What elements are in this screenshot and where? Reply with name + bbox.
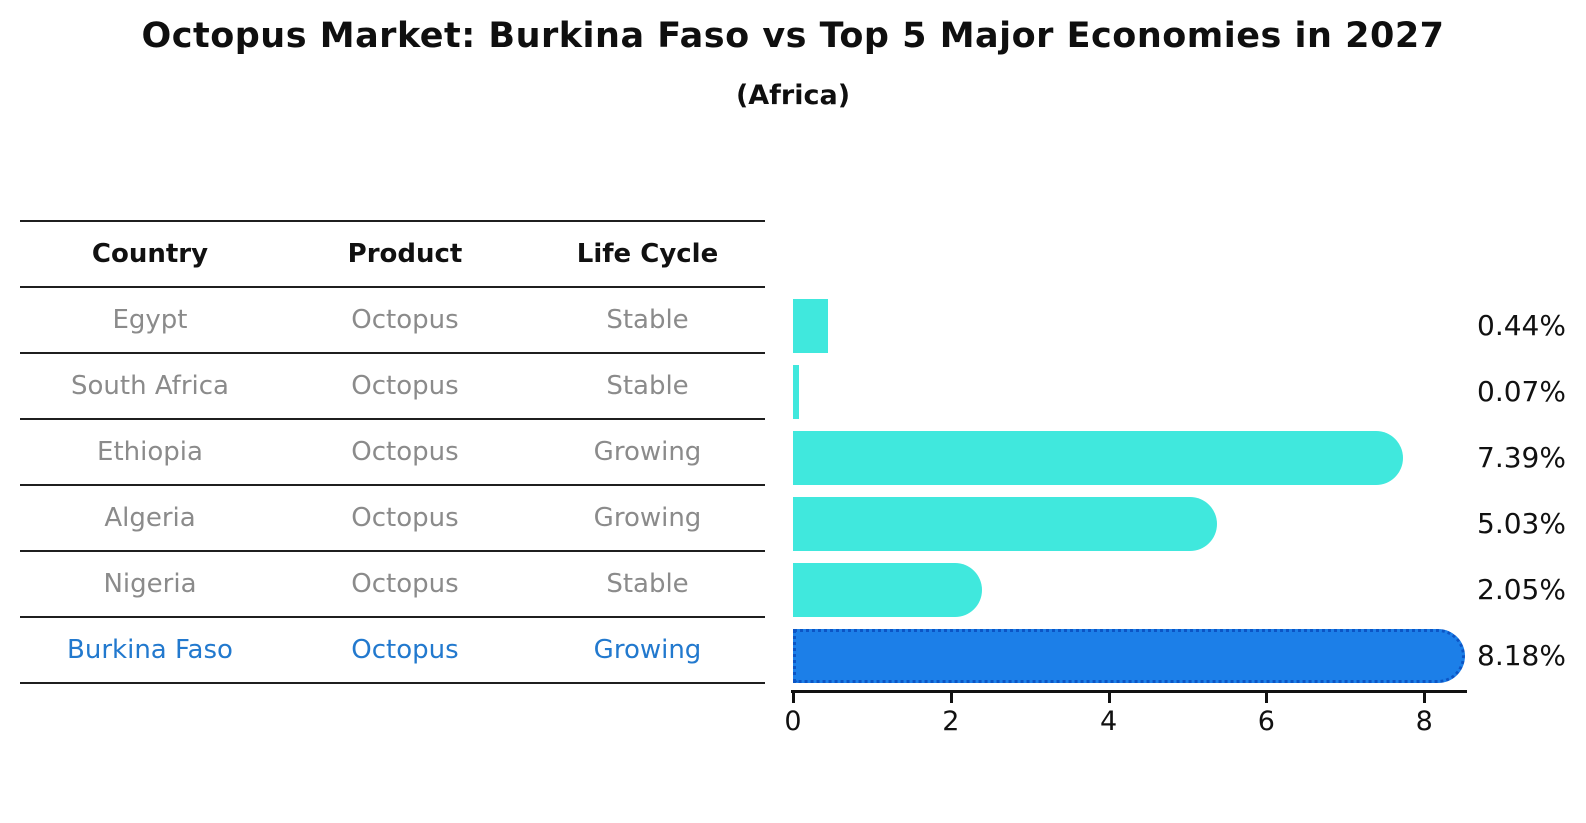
x-axis-tick	[1107, 693, 1111, 703]
table-row: Egypt Octopus Stable	[20, 288, 765, 354]
cell-product: Octopus	[351, 503, 459, 533]
page-title: Octopus Market: Burkina Faso vs Top 5 Ma…	[141, 16, 1445, 56]
header-country: Country	[91, 239, 209, 269]
bar-value-label: 2.05%	[1477, 573, 1566, 606]
cell-product: Octopus	[351, 569, 459, 599]
cell-life-cycle: Stable	[606, 569, 689, 599]
header-product: Product	[347, 239, 463, 269]
x-axis-tick-label: 4	[1100, 706, 1118, 737]
bar-ethiopia	[793, 431, 1403, 485]
header-life-cycle: Life Cycle	[576, 239, 719, 269]
comparison-table: Country Product Life Cycle Egypt Octopus…	[20, 220, 765, 684]
bar-value-label: 0.07%	[1477, 375, 1566, 408]
cell-country: Burkina Faso	[67, 635, 233, 665]
cell-country: Ethiopia	[97, 437, 203, 467]
cell-country: South Africa	[71, 371, 229, 401]
cell-country: Nigeria	[103, 569, 197, 599]
bar-value-label: 5.03%	[1477, 507, 1566, 540]
x-axis-tick-label: 2	[942, 706, 960, 737]
table-row: South Africa Octopus Stable	[20, 354, 765, 420]
table-row: Algeria Octopus Growing	[20, 486, 765, 552]
x-axis-tick-label: 8	[1415, 706, 1433, 737]
x-axis-tick	[1423, 693, 1427, 703]
bar-value-label: 8.18%	[1477, 639, 1566, 672]
cell-product: Octopus	[351, 635, 459, 665]
bar-value-label: 0.44%	[1477, 309, 1566, 342]
bar-south-africa	[793, 365, 799, 419]
cell-product: Octopus	[351, 437, 459, 467]
table-row: Ethiopia Octopus Growing	[20, 420, 765, 486]
x-axis-tick	[792, 693, 795, 703]
cell-life-cycle: Stable	[606, 305, 689, 335]
x-axis-tick-label: 6	[1257, 706, 1275, 737]
cell-product: Octopus	[351, 371, 459, 401]
table-body: Egypt Octopus Stable South Africa Octopu…	[20, 288, 765, 684]
x-axis-line	[791, 690, 1467, 693]
table-header-row: Country Product Life Cycle	[20, 222, 765, 288]
cell-country: Algeria	[104, 503, 196, 533]
bar-burkina-faso	[793, 629, 1465, 683]
cell-country: Egypt	[112, 305, 188, 335]
cell-life-cycle: Growing	[593, 635, 702, 665]
page-subtitle: (Africa)	[735, 80, 851, 111]
bar-nigeria	[793, 563, 982, 617]
x-axis-tick-label: 0	[784, 706, 802, 737]
bar-value-label: 7.39%	[1477, 441, 1566, 474]
bar-algeria	[793, 497, 1217, 551]
x-axis-tick	[1265, 693, 1269, 703]
x-axis-tick	[949, 693, 953, 703]
bar-egypt	[793, 299, 828, 353]
table-row: Burkina Faso Octopus Growing	[20, 618, 765, 684]
cell-life-cycle: Growing	[593, 437, 702, 467]
cell-life-cycle: Growing	[593, 503, 702, 533]
table-row: Nigeria Octopus Stable	[20, 552, 765, 618]
cell-life-cycle: Stable	[606, 371, 689, 401]
cell-product: Octopus	[351, 305, 459, 335]
